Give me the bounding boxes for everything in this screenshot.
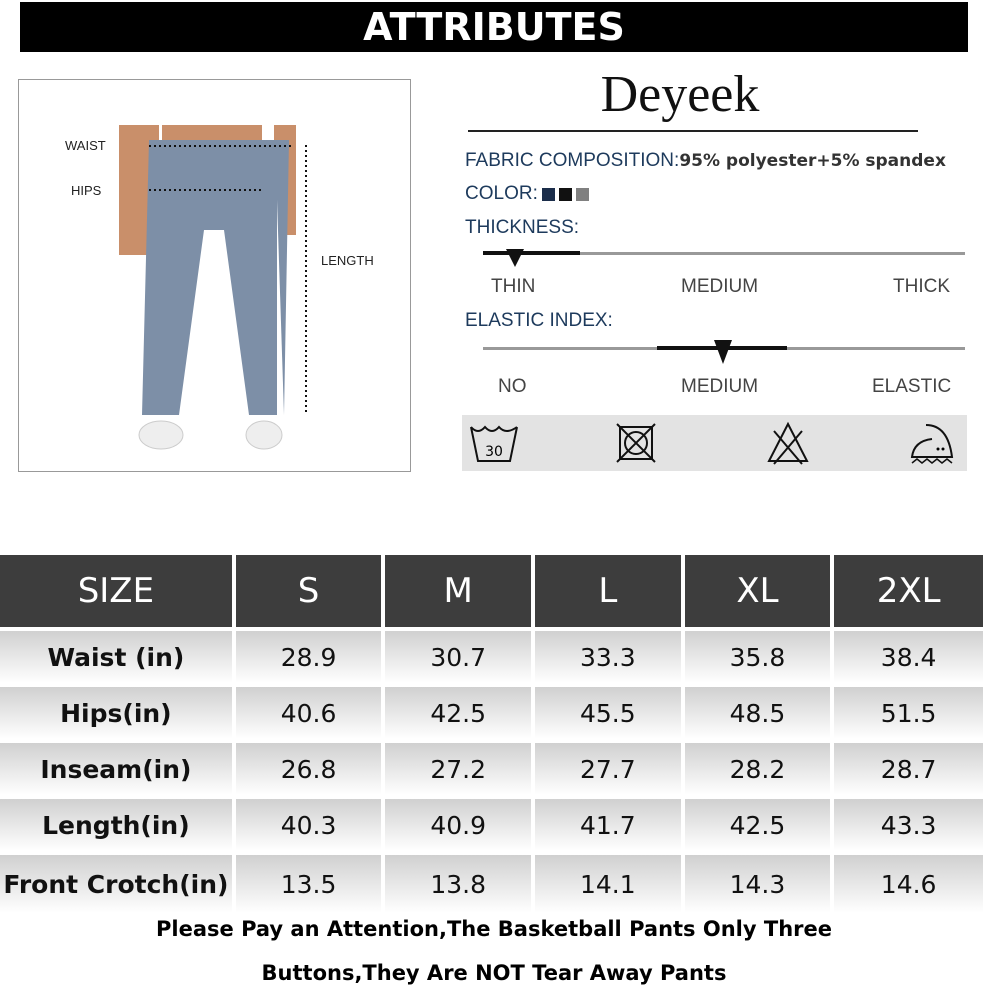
thickness-medium: MEDIUM bbox=[681, 276, 759, 297]
color-swatch-navy bbox=[542, 188, 556, 202]
table-row: Hips(in) 40.6 42.5 45.5 48.5 51.5 bbox=[0, 687, 983, 739]
note-line-1: Please Pay an Attention,The Basketball P… bbox=[156, 917, 832, 941]
size-value: 38.4 bbox=[834, 631, 983, 683]
elastic-indicator-icon bbox=[714, 340, 732, 364]
row-label: Front Crotch(in) bbox=[0, 855, 232, 913]
size-value: 13.5 bbox=[235, 855, 382, 913]
header-xl: XL bbox=[684, 555, 831, 627]
size-value: 42.5 bbox=[385, 687, 532, 739]
elastic-index-label: ELASTIC INDEX: bbox=[465, 310, 613, 331]
header-m: M bbox=[385, 555, 532, 627]
row-label: Waist (in) bbox=[0, 631, 232, 683]
size-value: 14.3 bbox=[684, 855, 831, 913]
thickness-thick: THICK bbox=[893, 276, 950, 297]
color-label: COLOR: bbox=[465, 183, 538, 204]
size-value: 27.2 bbox=[385, 743, 532, 795]
thickness-scale-track bbox=[483, 252, 965, 255]
row-label: Inseam(in) bbox=[0, 743, 232, 795]
size-value: 40.3 bbox=[235, 799, 382, 851]
color-swatch-gray bbox=[576, 188, 590, 202]
fabric-composition: FABRIC COMPOSITION:95% polyester+5% span… bbox=[465, 150, 946, 172]
elastic-no: NO bbox=[498, 376, 527, 397]
hips-label: HIPS bbox=[71, 183, 102, 198]
pants-measurement-diagram: WAIST HIPS LENGTH bbox=[18, 79, 411, 472]
size-value: 26.8 bbox=[235, 743, 382, 795]
header-size: SIZE bbox=[0, 555, 232, 627]
size-value: 14.6 bbox=[834, 855, 983, 913]
pants-illustration bbox=[119, 125, 307, 450]
table-row: Inseam(in) 26.8 27.2 27.7 28.2 28.7 bbox=[0, 743, 983, 795]
attributes-banner: ATTRIBUTES bbox=[20, 2, 968, 52]
size-value: 13.8 bbox=[385, 855, 532, 913]
header-2xl: 2XL bbox=[834, 555, 983, 627]
fabric-label: FABRIC COMPOSITION: bbox=[465, 150, 680, 171]
table-header-row: SIZE S M L XL 2XL bbox=[0, 555, 983, 627]
header-s: S bbox=[235, 555, 382, 627]
color-swatch-black bbox=[559, 188, 573, 202]
wash-30-icon: 30 bbox=[470, 425, 518, 462]
size-value: 35.8 bbox=[684, 631, 831, 683]
size-value: 28.2 bbox=[684, 743, 831, 795]
size-value: 51.5 bbox=[834, 687, 983, 739]
size-value: 43.3 bbox=[834, 799, 983, 851]
size-value: 28.9 bbox=[235, 631, 382, 683]
divider bbox=[468, 130, 918, 132]
brand-logo: Deyeek bbox=[600, 66, 760, 123]
elastic-medium: MEDIUM bbox=[681, 376, 759, 397]
fabric-value: 95% polyester+5% spandex bbox=[679, 151, 946, 171]
size-value: 33.3 bbox=[535, 631, 681, 683]
table-row: Length(in) 40.3 40.9 41.7 42.5 43.3 bbox=[0, 799, 983, 851]
row-label: Length(in) bbox=[0, 799, 232, 851]
size-value: 48.5 bbox=[684, 687, 831, 739]
header-l: L bbox=[535, 555, 681, 627]
table-row: Front Crotch(in) 13.5 13.8 14.1 14.3 14.6 bbox=[0, 855, 983, 913]
size-value: 41.7 bbox=[535, 799, 681, 851]
do-not-bleach-icon bbox=[767, 421, 809, 465]
elastic-elastic: ELASTIC bbox=[872, 376, 952, 397]
size-value: 40.6 bbox=[235, 687, 382, 739]
thickness-scale-level bbox=[483, 251, 580, 255]
thickness-label: THICKNESS: bbox=[465, 217, 580, 238]
size-value: 45.5 bbox=[535, 687, 681, 739]
size-value: 14.1 bbox=[535, 855, 681, 913]
size-value: 28.7 bbox=[834, 743, 983, 795]
wash-temp: 30 bbox=[485, 444, 503, 460]
color-row: COLOR: bbox=[465, 183, 593, 205]
do-not-tumble-dry-icon bbox=[616, 423, 656, 463]
row-label: Hips(in) bbox=[0, 687, 232, 739]
size-chart-table: SIZE S M L XL 2XL Waist (in) 28.9 30.7 33.3… bbox=[0, 551, 987, 917]
iron-low-icon bbox=[910, 424, 954, 464]
size-value: 27.7 bbox=[535, 743, 681, 795]
thickness-thin: THIN bbox=[491, 276, 536, 297]
waist-label: WAIST bbox=[65, 138, 106, 153]
table-row: Waist (in) 28.9 30.7 33.3 35.8 38.4 bbox=[0, 631, 983, 683]
thickness-indicator-icon bbox=[506, 249, 524, 267]
size-value: 30.7 bbox=[385, 631, 532, 683]
length-label: LENGTH bbox=[321, 253, 374, 268]
care-instructions: 30 bbox=[462, 415, 967, 471]
size-value: 42.5 bbox=[684, 799, 831, 851]
size-value: 40.9 bbox=[385, 799, 532, 851]
note-line-2: Buttons,They Are NOT Tear Away Pants bbox=[261, 961, 727, 985]
